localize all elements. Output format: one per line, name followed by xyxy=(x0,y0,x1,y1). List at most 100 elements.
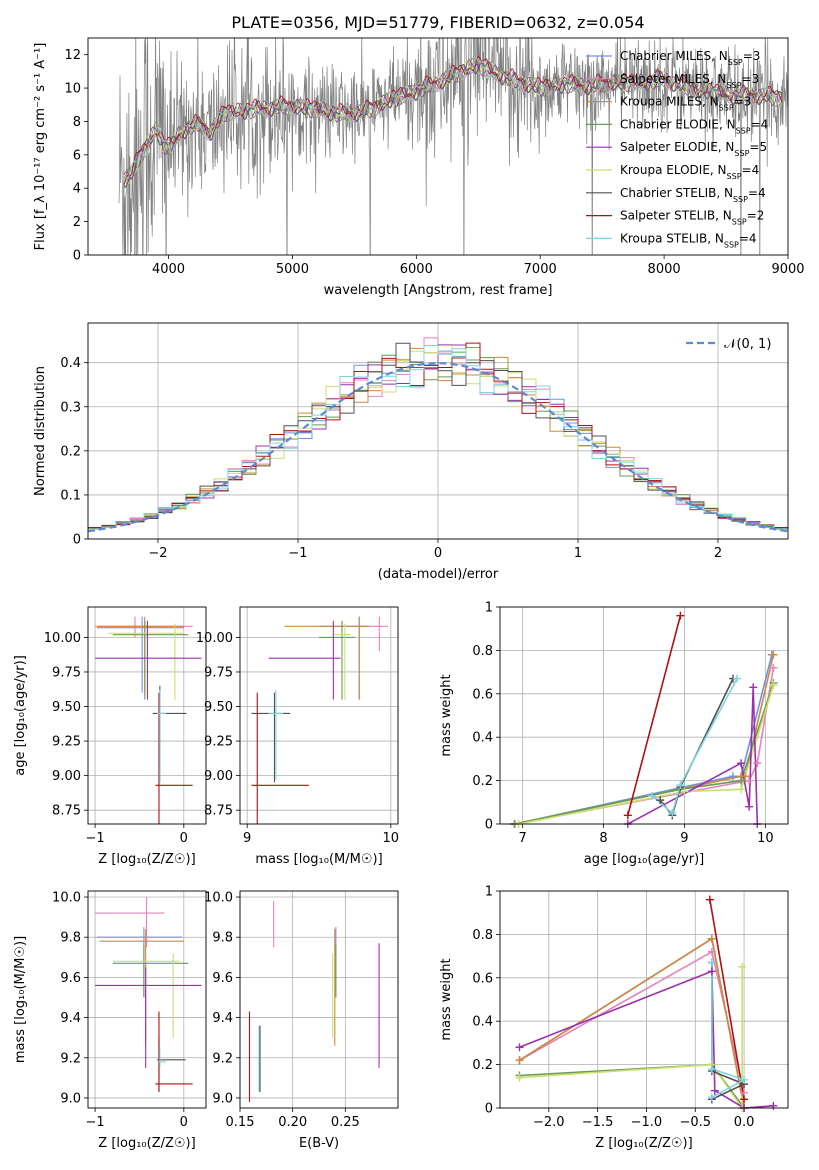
mw-age-frame xyxy=(499,606,789,825)
mw-age-xtick-label: 9 xyxy=(680,831,688,846)
mass-weight-marker xyxy=(515,1043,524,1052)
mass-z-xlabel: Z [log₁₀(Z/Z☉)] xyxy=(98,1136,195,1151)
spectrum-ytick-label: 12 xyxy=(64,48,81,63)
legend-label: Salpeter ELODIE, NSSP=5 xyxy=(620,140,767,158)
residuals-plot-area xyxy=(88,337,788,533)
residuals-ytick-label: 0 xyxy=(73,533,81,548)
mass-ebv-ytick-label: 9.2 xyxy=(212,1051,233,1066)
residuals-ytick-label: 0.4 xyxy=(60,356,81,371)
residuals-ytick-label: 0.2 xyxy=(60,444,81,459)
mass-weight-line xyxy=(709,899,745,1100)
mass-weight-marker xyxy=(680,787,689,796)
mass-weight-marker xyxy=(728,772,737,781)
mass-z-ytick-label: 10.0 xyxy=(52,891,81,906)
mw-z-xtick-label: −1.0 xyxy=(631,1115,663,1130)
age-z-ytick-label: 9.00 xyxy=(52,769,81,784)
spectrum-frame xyxy=(87,37,789,256)
residuals-xtick-label: 1 xyxy=(574,546,582,561)
mass-weight-marker xyxy=(707,967,716,976)
mw-z-xtick-label: −2.0 xyxy=(533,1115,565,1130)
residuals-ytick-label: 0.1 xyxy=(60,488,81,503)
residuals-frame xyxy=(87,322,789,540)
spectrum-model-line xyxy=(123,61,783,188)
mass-ebv-ytick-label: 9.8 xyxy=(212,931,233,946)
age-z-ylabel: age [log₁₀(age/yr)] xyxy=(13,655,28,776)
legend-label: Salpeter STELIB, NSSP=2 xyxy=(620,209,764,227)
spectrum-model-line xyxy=(123,57,783,180)
mass-weight-marker xyxy=(707,1064,716,1073)
residuals-xtick-label: 2 xyxy=(714,546,722,561)
residual-histogram-line xyxy=(88,344,788,530)
legend-nssp: =5 xyxy=(749,140,767,154)
mw-z-frame xyxy=(499,890,789,1109)
mw-z-ylabel: mass weight xyxy=(439,958,454,1040)
legend-label: Chabrier MILES, NSSP=3 xyxy=(620,49,760,67)
mass-z-ytick-label: 9.6 xyxy=(60,971,81,986)
legend-subscript: SSP xyxy=(727,172,742,181)
spectrum-xlabel: wavelength [Angstrom, rest frame] xyxy=(324,283,553,298)
age-z-plot-area xyxy=(95,616,202,824)
mass-weight-marker xyxy=(707,1093,716,1102)
spectrum-model-line xyxy=(123,55,783,186)
mass-ebv-plot-area xyxy=(248,901,380,1102)
mass-weight-marker xyxy=(745,776,754,785)
legend-label: Chabrier STELIB, NSSP=4 xyxy=(620,186,766,204)
legend-nssp: =2 xyxy=(747,209,765,223)
mw-z-ytick-label: 0.6 xyxy=(472,971,493,986)
age-mass-ytick-label: 10.00 xyxy=(196,631,233,646)
legend-nssp: =4 xyxy=(748,186,766,200)
legend-subscript: SSP xyxy=(724,240,739,249)
mass-weight-marker xyxy=(676,780,685,789)
mw-z-xtick-label: 0.0 xyxy=(734,1115,755,1130)
spectrum-xtick-label: 4000 xyxy=(152,262,185,277)
mass-weight-marker xyxy=(707,934,716,943)
mass-weight-line xyxy=(514,682,775,824)
spectrum-ytick-label: 10 xyxy=(64,82,81,97)
legend-nssp: =4 xyxy=(742,163,760,177)
mass-weight-marker xyxy=(656,796,665,805)
mw-age-ytick-label: 0.8 xyxy=(472,644,493,659)
mass-ebv-ytick-label: 9.4 xyxy=(212,1011,233,1026)
age-mass-frame xyxy=(239,606,399,825)
mass-weight-marker xyxy=(740,1075,749,1084)
mass-weight-marker xyxy=(741,772,750,781)
figure-title: PLATE=0356, MJD=51779, FIBERID=0632, z=0… xyxy=(231,13,644,32)
residuals-panel: −2 −1 0 1 2 0 0.1 0.2 0.3 0.4 (data-model)/error No… xyxy=(33,322,789,582)
mass-ebv-ytick-label: 9.6 xyxy=(212,971,233,986)
age-mass-xtick-label: 9 xyxy=(243,831,251,846)
mass-weight-marker xyxy=(769,650,778,659)
mass-weight-marker xyxy=(737,785,746,794)
mass-z-plot-area xyxy=(95,897,202,1092)
spectrum-ytick-label: 8 xyxy=(73,115,81,130)
mass-weight-line xyxy=(514,654,773,824)
mass-weight-marker xyxy=(737,759,746,768)
residuals-xtick-label: 0 xyxy=(434,546,442,561)
mass-weight-marker xyxy=(515,1073,524,1082)
mw-age-ytick-label: 0.6 xyxy=(472,687,493,702)
mw-age-ytick-label: 0.2 xyxy=(472,774,493,789)
mw-z-ytick-label: 0.4 xyxy=(472,1015,493,1030)
mass-ebv-ytick-label: 10.0 xyxy=(204,891,233,906)
gaussian-legend-label: 𝒩(0, 1) xyxy=(724,337,771,352)
spectrum-panel: 4000 5000 6000 7000 8000 9000 0 2 4 6 8 10 12 wavelen… xyxy=(33,37,805,298)
legend-subscript: SSP xyxy=(734,149,749,158)
spectrum-plot-area xyxy=(118,38,788,255)
mass-z-panel: −1 0 9.0 9.2 9.4 9.6 9.8 10.0 Z [log₁₀(Z/Z☉)] mas… xyxy=(13,891,207,1151)
mw-z-ytick-label: 0 xyxy=(485,1102,493,1117)
mass-weight-marker xyxy=(515,1056,524,1065)
legend-subscript: SSP xyxy=(736,126,751,135)
mw-z-panel: −2.0 −1.5 −1.0 −0.5 0.0 0 0.2 0.4 0.6 0.8 1 Z [log₁… xyxy=(439,885,789,1151)
legend-nssp: =4 xyxy=(739,231,757,245)
mass-weight-marker xyxy=(749,683,758,692)
mass-z-ytick-label: 9.0 xyxy=(60,1091,81,1106)
mass-weight-marker xyxy=(648,791,657,800)
mw-z-xlabel: Z [log₁₀(Z/Z☉)] xyxy=(595,1136,692,1151)
age-mass-ytick-label: 9.75 xyxy=(204,665,233,680)
age-z-ytick-label: 9.50 xyxy=(52,700,81,715)
residuals-ylabel: Normed distribution xyxy=(33,366,48,496)
mass-ebv-xtick-label: 0.15 xyxy=(226,1115,255,1130)
mass-weight-line xyxy=(518,684,775,824)
age-mass-panel: 9 10 8.75 9.00 9.25 9.50 9.75 10.00 mass [log₁₀(… xyxy=(196,606,399,867)
mass-ebv-xtick-label: 0.20 xyxy=(278,1115,307,1130)
spectrum-xtick-label: 6000 xyxy=(400,262,433,277)
